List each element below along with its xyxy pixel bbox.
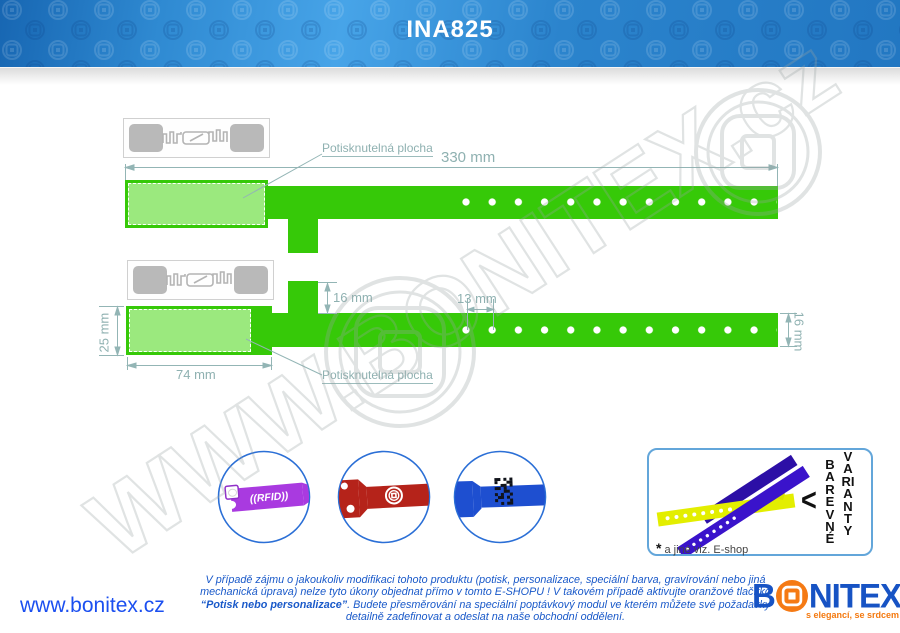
disclaimer-line-1: V případě zájmu o jakoukoliv modifikaci … [205, 574, 766, 586]
wristband-top-tab [288, 218, 318, 253]
logo-rest: NITEX [808, 576, 900, 615]
rfid-inlay-icon [127, 260, 274, 300]
bonitex-logo: B NITEX [752, 576, 900, 615]
rfid-band-label: ((RFID)) [249, 490, 289, 505]
page-title: INA825 [406, 16, 494, 43]
dim-hole-pitch: 13 mm [457, 291, 497, 306]
logo-letter-b: B [752, 576, 776, 615]
dim-head-length: 74 mm [176, 367, 216, 382]
variant-circle-qrcode [453, 450, 547, 544]
dim-head-height: 25 mm [96, 312, 112, 353]
site-url-link[interactable]: www.bonitex.cz [20, 594, 165, 617]
qr-code-icon [494, 477, 514, 505]
wristband-top-head [125, 180, 268, 228]
color-variants-illustration [656, 454, 810, 559]
printable-area-label-bottom: Potisknutelná plocha [322, 368, 433, 384]
printable-area [129, 309, 251, 352]
chip-icon [384, 486, 403, 505]
logo-tagline: s elegancí, se srdcem [806, 610, 900, 620]
note-asterisk: * [656, 540, 662, 556]
color-variants-box [647, 448, 873, 559]
header-fade [0, 67, 900, 85]
left-arrow-glyph: < [801, 482, 817, 518]
wristband-bottom-head [126, 306, 272, 355]
wristband-bottom-holes [461, 325, 777, 335]
dim-band-height: 16 mm [791, 311, 807, 352]
disclaimer-line-3-rest: . Budete přesměrování na speciální poptá… [347, 598, 771, 611]
dim-tab-height: 16 mm [333, 290, 373, 305]
wristband-top-holes [461, 197, 777, 207]
wristband-bottom-tab [288, 281, 318, 314]
dim-total-length: 330 mm [441, 149, 496, 166]
disclaimer-line-2: mechanická úprava) nelze tyto úkony obje… [200, 586, 771, 599]
vertical-label-barevne: BAREVNÉ [825, 457, 835, 547]
rfid-inlay-icon [123, 118, 270, 158]
eshop-note: * a jiné viz. E-shop [656, 540, 748, 556]
printable-area-label-top: Potisknutelná plocha [322, 141, 433, 157]
disclaimer-line-3: “Potisk nebo personalizace”. Budete přes… [158, 599, 813, 611]
disclaimer-bold-phrase: “Potisk nebo personalizace” [200, 598, 348, 611]
disclaimer-line-4: detailně zadefinovat a odeslat na naše o… [345, 611, 626, 624]
disclaimer-text: V případě zájmu o jakoukoliv modifikaci … [158, 574, 813, 624]
logo-chip-icon [775, 580, 808, 612]
printable-area [128, 183, 265, 225]
header-bar: INA825 [0, 0, 900, 67]
variant-circle-rfid-print: ((RFID)) [217, 450, 311, 544]
vertical-label-varianty: VARIANTY [841, 449, 855, 539]
note-text: a jiné viz. E-shop [664, 544, 749, 556]
variant-circle-chip [337, 450, 431, 544]
header-pattern [0, 0, 900, 67]
